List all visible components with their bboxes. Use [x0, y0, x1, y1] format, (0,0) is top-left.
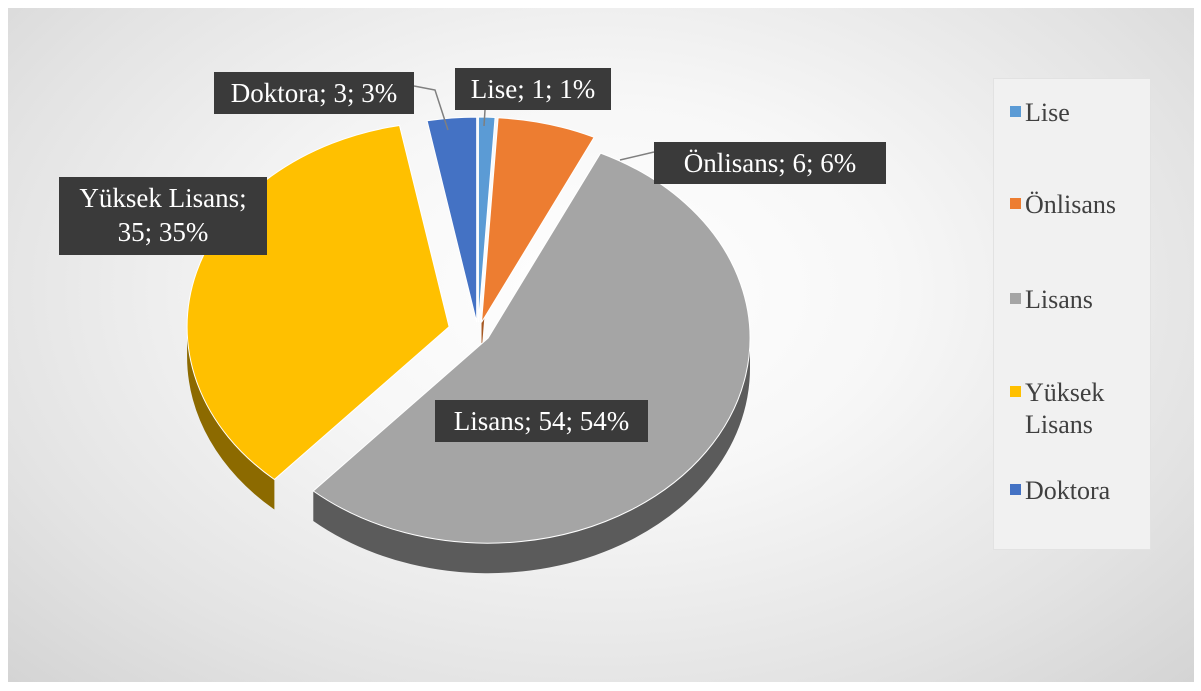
leader-line-1 — [619, 151, 655, 161]
legend-item-yuksek-lisans: Yüksek Lisans — [1010, 377, 1141, 441]
data-label-text: Doktora; 3; 3% — [231, 78, 397, 108]
data-label-box — [455, 68, 611, 110]
slice-lise — [477, 116, 496, 323]
slice-side-2 — [313, 338, 750, 574]
legend-label-lisans: Lisans — [1025, 285, 1093, 314]
leader-line-0 — [483, 109, 486, 127]
leader-lines — [413, 85, 655, 161]
legend-label-doktora: Doktora — [1025, 476, 1111, 505]
data-labels: Lise; 1; 1% Önlisans; 6; 6% Lisans; 54; 54… — [59, 68, 886, 442]
legend-label-yuksek-lisans: Yüksek Lisans — [1025, 378, 1105, 439]
legend-swatch-lise — [1010, 106, 1021, 117]
data-label-önlisans: Önlisans; 6; 6% — [654, 142, 886, 184]
chart-area: Lise; 1; 1% Önlisans; 6; 6% Lisans; 54; 54… — [8, 8, 1194, 682]
data-label-box — [59, 177, 267, 255]
slice-lisans — [312, 152, 751, 544]
legend-item-doktora: Doktora — [1010, 475, 1141, 507]
slice-side-3 — [187, 326, 275, 510]
legend-label-onlisans: Önlisans — [1025, 190, 1116, 219]
slice-doktora — [426, 116, 478, 323]
legend-swatch-yuksek-lisans — [1010, 386, 1021, 397]
data-label-text: 35; 35% — [118, 217, 209, 247]
data-label-box — [214, 72, 414, 114]
data-label-lisans: Lisans; 54; 54% — [435, 400, 648, 442]
legend-item-onlisans: Önlisans — [1010, 189, 1141, 221]
data-label-yüksek-lisans: Yüksek Lisans; 35; 35% — [59, 177, 267, 255]
legend-label-lise: Lise — [1025, 98, 1070, 127]
legend-swatch-lisans — [1010, 293, 1021, 304]
legend-swatch-doktora — [1010, 484, 1021, 495]
data-label-text: Lise; 1; 1% — [471, 74, 595, 104]
data-label-lise: Lise; 1; 1% — [455, 68, 611, 110]
legend-item-lise: Lise — [1010, 97, 1141, 129]
data-label-text: Yüksek Lisans; — [79, 183, 246, 213]
legend: Lise Önlisans Lisans Yüksek Lisans Dokto… — [993, 78, 1151, 550]
slice-önlisans — [481, 117, 595, 323]
data-label-text: Önlisans; 6; 6% — [684, 148, 857, 178]
pie-chart: Lise; 1; 1% Önlisans; 6; 6% Lisans; 54; 54… — [59, 68, 886, 574]
data-label-doktora: Doktora; 3; 3% — [214, 72, 414, 114]
data-label-text: Lisans; 54; 54% — [454, 406, 630, 436]
leader-line-4 — [413, 85, 449, 131]
legend-item-lisans: Lisans — [1010, 284, 1141, 316]
legend-swatch-onlisans — [1010, 198, 1021, 209]
data-label-box — [654, 142, 886, 184]
data-label-box — [435, 400, 648, 442]
